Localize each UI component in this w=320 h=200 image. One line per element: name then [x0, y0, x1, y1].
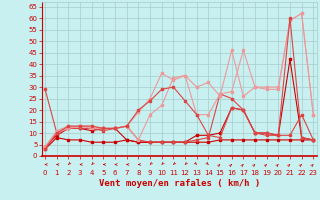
X-axis label: Vent moyen/en rafales ( km/h ): Vent moyen/en rafales ( km/h ): [99, 179, 260, 188]
